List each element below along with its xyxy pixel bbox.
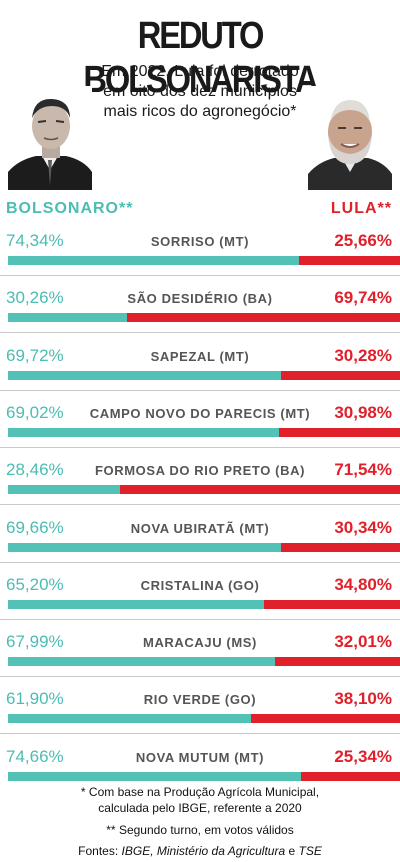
bolsonaro-value-label: 61,90% — [6, 689, 64, 709]
lula-value-label: 30,98% — [334, 402, 392, 422]
municipality-label: MARACAJU (MS) — [143, 635, 257, 651]
municipality-label: CAMPO NOVO DO PARECIS (MT) — [89, 405, 311, 421]
bolsonaro-bar — [8, 370, 282, 380]
row-divider — [0, 618, 400, 620]
bolsonaro-bar — [8, 771, 301, 781]
footnote-1-line-2: calculada pelo IBGE, referente a 2020 — [98, 801, 302, 815]
municipality-label: CRISTALINA (GO) — [140, 577, 260, 593]
bolsonaro-bar — [8, 714, 251, 724]
bolsonaro-value-label: 74,66% — [6, 746, 64, 766]
bolsonaro-bar — [8, 256, 300, 265]
chart-row: 61,90% RIO VERDE (GO) 38,10% — [0, 688, 400, 744]
sources-list: IBGE, Ministério da Agricultura — [121, 844, 286, 858]
row-divider — [0, 676, 400, 678]
municipality-label: RIO VERDE (GO) — [143, 692, 257, 708]
lula-bar — [263, 599, 400, 609]
municipality-label: NOVA MUTUM (MT) — [135, 749, 265, 765]
lula-portrait-icon — [308, 86, 392, 190]
lula-value-label: 38,10% — [334, 689, 392, 709]
chart-row: 69,02% CAMPO NOVO DO PARECIS (MT) 30,98% — [0, 402, 400, 458]
municipality-label: SÃO DESIDÉRIO (BA) — [127, 291, 273, 307]
sources-and: e — [285, 844, 299, 858]
page-title: REDUTO BOLSONARISTA — [83, 15, 318, 101]
chart-row: 30,26% SÃO DESIDÉRIO (BA) 69,74% — [0, 287, 400, 343]
lula-bar — [274, 657, 400, 667]
lula-bar — [299, 256, 400, 265]
lula-value-label: 25,66% — [334, 231, 392, 250]
legend-lula: LULA** — [330, 200, 392, 217]
lula-bar — [281, 542, 400, 552]
bolsonaro-value-label: 74,34% — [6, 231, 64, 250]
chart-row: 69,72% SAPEZAL (MT) 30,28% — [0, 345, 400, 401]
row-divider — [0, 332, 400, 334]
municipality-label: NOVA UBIRATÃ (MT) — [130, 520, 270, 536]
sources-label: Fontes: — [78, 844, 122, 858]
bolsonaro-bar — [8, 599, 264, 609]
bolsonaro-bar — [8, 427, 279, 437]
lula-value-label: 32,01% — [334, 632, 392, 652]
lula-bar — [281, 370, 400, 380]
bolsonaro-value-label: 30,26% — [6, 288, 64, 308]
municipality-label: FORMOSA DO RIO PRETO (BA) — [95, 463, 305, 479]
bolsonaro-value-label: 69,72% — [6, 345, 64, 365]
chart-row: 69,66% NOVA UBIRATÃ (MT) 30,34% — [0, 517, 400, 573]
lula-bar — [250, 714, 400, 724]
municipality-label: SAPEZAL (MT) — [150, 348, 250, 364]
lula-value-label: 69,74% — [334, 288, 392, 308]
bolsonaro-bar — [8, 657, 275, 667]
bolsonaro-bar — [8, 313, 127, 323]
footnote-1-line-1: * Com base na Produção Agrícola Municipa… — [80, 785, 320, 799]
legend-bolsonaro: BOLSONARO** — [6, 200, 134, 217]
lula-bar — [300, 771, 400, 781]
subtitle: Em 2022, Lula foi derrotado em oito dos … — [101, 63, 299, 120]
sources-last: TSE — [298, 844, 322, 858]
bolsonaro-value-label: 67,99% — [6, 632, 64, 652]
row-divider — [0, 389, 400, 391]
lula-bar — [119, 485, 400, 495]
bolsonaro-bar — [8, 485, 120, 495]
lula-value-label: 71,54% — [334, 460, 392, 480]
chart-row: 67,99% MARACAJU (MS) 32,01% — [0, 631, 400, 687]
lula-value-label: 34,80% — [334, 574, 392, 594]
bolsonaro-portrait-icon — [8, 86, 92, 190]
lula-value-label: 30,34% — [334, 517, 392, 537]
bolsonaro-value-label: 65,20% — [6, 574, 64, 594]
sources: Fontes: IBGE, Ministério da Agricultura … — [0, 843, 400, 859]
bolsonaro-bar — [8, 542, 282, 552]
footnote-2: ** Segundo turno, em votos válidos — [106, 823, 294, 837]
lula-value-label: 30,28% — [334, 345, 392, 365]
bolsonaro-value-label: 69,66% — [6, 517, 64, 537]
chart-row: 28,46% FORMOSA DO RIO PRETO (BA) 71,54% — [0, 459, 400, 515]
row-divider — [0, 504, 400, 506]
bolsonaro-value-label: 69,02% — [6, 402, 64, 422]
bolsonaro-value-label: 28,46% — [6, 460, 64, 480]
municipality-label: SORRISO (MT) — [150, 234, 250, 249]
chart-row: 65,20% CRISTALINA (GO) 34,80% — [0, 574, 400, 630]
lula-bar — [278, 427, 400, 437]
chart-row: 74,66% NOVA MUTUM (MT) 25,34% — [0, 746, 400, 802]
row-divider — [0, 733, 400, 735]
row-divider — [0, 561, 400, 563]
row-divider — [0, 446, 400, 448]
chart-row: 74,34% SORRISO (MT) 25,66% — [0, 230, 400, 286]
row-divider — [0, 275, 400, 276]
lula-bar — [126, 313, 400, 323]
lula-value-label: 25,34% — [334, 746, 392, 766]
